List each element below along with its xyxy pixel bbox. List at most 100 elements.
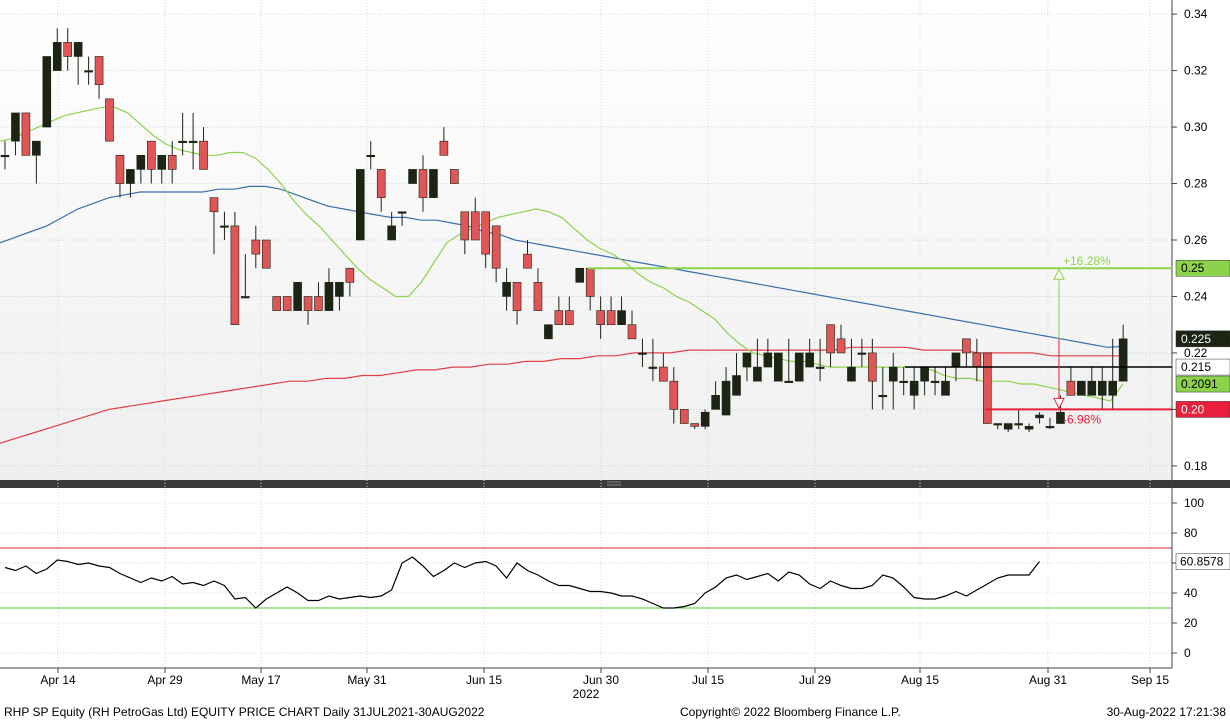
candle	[73, 42, 83, 85]
candle-body	[679, 409, 689, 424]
candle	[627, 310, 637, 340]
candle	[105, 98, 114, 142]
candle-body	[920, 366, 929, 382]
price-value-label-box	[1175, 401, 1230, 418]
price-value-label-text: 0.215	[1181, 360, 1211, 374]
price-tick-label: 0.26	[1184, 233, 1208, 247]
price-value-label-box	[1175, 259, 1230, 277]
candle-body	[1003, 423, 1013, 430]
indicator-tick-label: 40	[1184, 586, 1198, 600]
indicator-panel-background	[0, 488, 1172, 668]
candle	[52, 28, 62, 71]
price-value-label: 0.25	[1175, 259, 1230, 277]
candle	[993, 423, 1003, 430]
candle-body	[690, 423, 700, 427]
candle	[439, 127, 449, 156]
candle	[63, 28, 73, 71]
candle-body	[596, 310, 605, 326]
time-tick-label: Apr 14	[40, 673, 76, 687]
candle	[909, 367, 919, 410]
candle	[659, 352, 668, 382]
candle-body	[700, 411, 710, 427]
panel-divider[interactable]	[0, 480, 1230, 488]
indicator-value-label: 60.8578	[1175, 553, 1230, 570]
candle-body	[460, 211, 470, 241]
moving-averages	[0, 106, 1124, 444]
candle-body	[11, 112, 20, 142]
candle-body	[335, 282, 344, 297]
candle	[1108, 338, 1117, 410]
time-tick-label: Aug 31	[1029, 673, 1067, 687]
candle-body	[742, 352, 752, 368]
candle-body	[732, 375, 741, 396]
candle	[136, 154, 146, 184]
candle-body	[21, 112, 31, 156]
candle-body	[575, 267, 585, 283]
footer-left: RHP SP Equity (RH PetroGas Ltd) EQUITY P…	[4, 705, 485, 719]
candle-body	[355, 169, 365, 241]
time-tick-label: Jul 15	[692, 673, 724, 687]
price-value-label: 0.215	[1175, 358, 1230, 376]
candle	[1087, 367, 1097, 396]
candle	[220, 211, 229, 240]
candle	[209, 197, 219, 255]
candle	[836, 324, 846, 354]
candle-body	[972, 352, 982, 368]
candle-body	[585, 267, 595, 297]
candle	[335, 282, 344, 311]
candle	[899, 367, 909, 396]
time-tick-label: Apr 29	[147, 673, 183, 687]
candle	[376, 169, 386, 212]
candle-body	[1056, 411, 1065, 424]
footer-copyright: Copyright© 2022 Bloomberg Finance L.P.	[680, 705, 901, 719]
candle-body	[32, 140, 41, 156]
candle	[460, 211, 470, 255]
candle-body	[523, 253, 532, 269]
candle-body	[470, 211, 480, 241]
indicator-tick-label: 100	[1184, 496, 1204, 510]
candle-body	[42, 56, 52, 128]
time-tick-label: Jul 29	[799, 673, 831, 687]
price-value-label-box	[1175, 330, 1230, 348]
candle	[721, 367, 731, 416]
candle-body	[178, 140, 187, 143]
candle-body	[230, 225, 240, 326]
indicator-value-label-box	[1175, 553, 1230, 570]
candle-body	[606, 310, 616, 326]
candle-body	[1024, 426, 1034, 430]
candle	[450, 169, 459, 184]
candle-body	[773, 352, 783, 382]
candle	[366, 141, 376, 170]
indicator-tick-label: 80	[1184, 526, 1198, 540]
candle	[982, 352, 992, 424]
candle	[261, 239, 271, 269]
candle-body	[429, 169, 438, 198]
candle	[84, 56, 93, 85]
candle	[533, 268, 543, 311]
candle	[826, 324, 835, 368]
candle	[669, 367, 679, 424]
candle-body	[784, 380, 794, 383]
candle-body	[627, 324, 637, 340]
candle-body	[1077, 380, 1086, 396]
candle-body	[711, 394, 720, 410]
candle	[418, 155, 428, 212]
year-label: 2022	[573, 687, 600, 701]
price-tick-label: 0.28	[1184, 177, 1208, 191]
candle-body	[366, 154, 376, 158]
candle	[1045, 417, 1055, 430]
candle-body	[408, 169, 417, 184]
candle	[230, 211, 240, 326]
candle-body	[188, 140, 198, 143]
indicator-series	[0, 547, 1172, 609]
candle-body	[512, 282, 522, 311]
target-high-pct: +16.28%	[1063, 254, 1111, 268]
candle	[188, 112, 198, 170]
candle-body	[251, 239, 261, 255]
candle-body	[105, 98, 114, 142]
price-tick-label: 0.22	[1184, 346, 1208, 360]
candle-body	[209, 197, 219, 213]
target-low-arrowhead	[1053, 397, 1065, 410]
candle-body	[648, 366, 658, 369]
candle-body	[533, 282, 543, 311]
